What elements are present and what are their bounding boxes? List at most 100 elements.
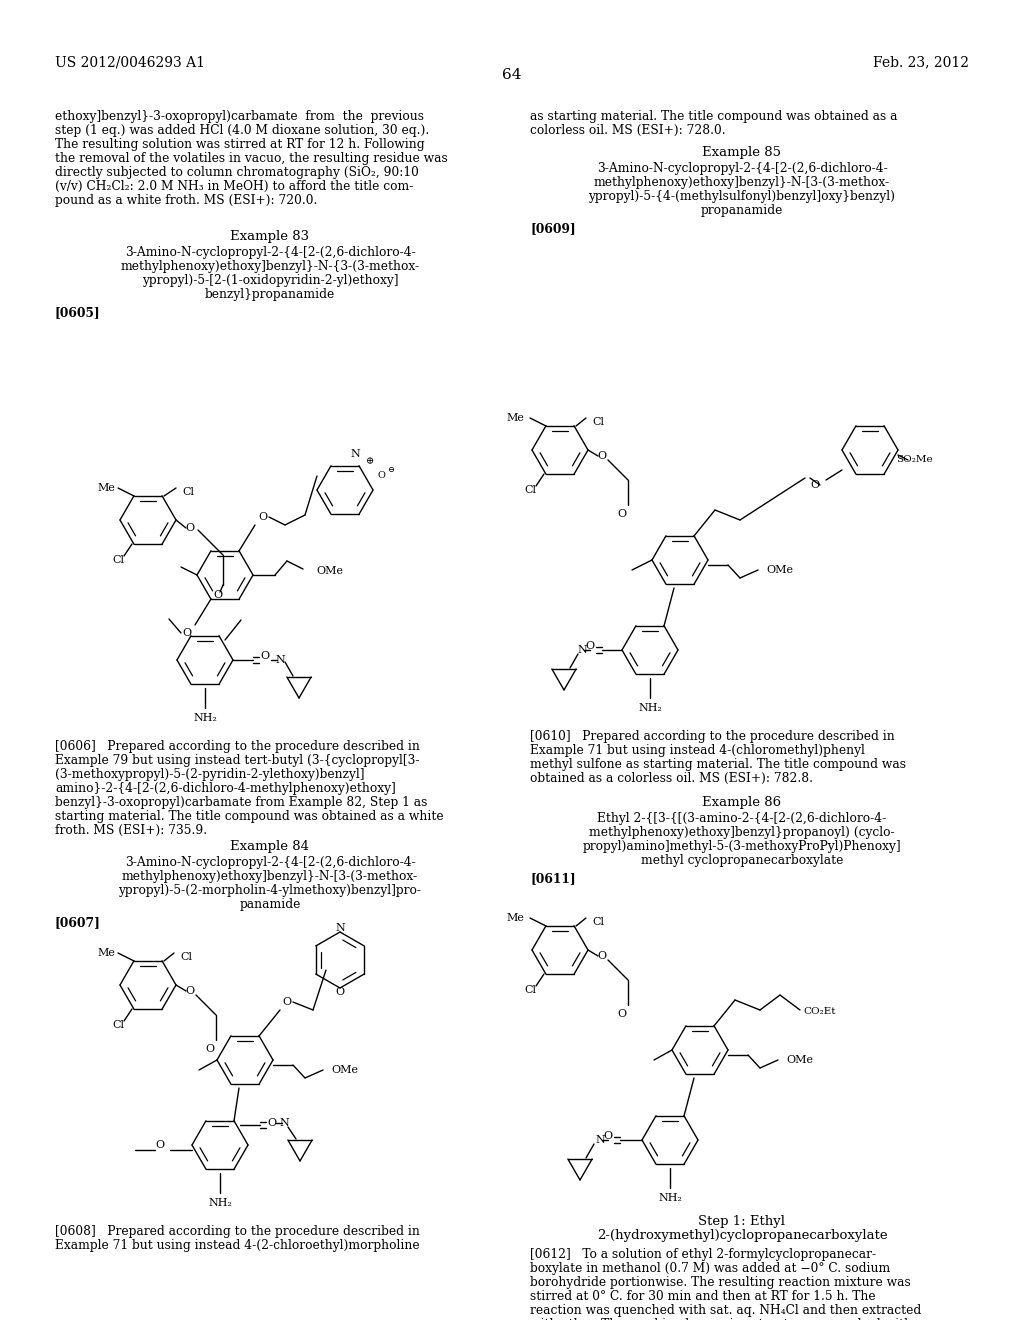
- Text: methyl sulfone as starting material. The title compound was: methyl sulfone as starting material. The…: [530, 758, 906, 771]
- Text: reaction was quenched with sat. aq. NH₄Cl and then extracted: reaction was quenched with sat. aq. NH₄C…: [530, 1304, 922, 1317]
- Text: Cl: Cl: [524, 985, 536, 995]
- Text: Example 71 but using instead 4-(chloromethyl)phenyl: Example 71 but using instead 4-(chlorome…: [530, 744, 865, 756]
- Text: N: N: [335, 923, 345, 933]
- Text: Me: Me: [97, 948, 115, 958]
- Text: O: O: [586, 642, 595, 651]
- Text: with ether. The combined organic extracts were washed with: with ether. The combined organic extract…: [530, 1317, 912, 1320]
- Text: ⊖: ⊖: [387, 466, 394, 474]
- Text: Example 83: Example 83: [230, 230, 309, 243]
- Text: froth. MS (ESI+): 735.9.: froth. MS (ESI+): 735.9.: [55, 824, 207, 837]
- Text: Step 1: Ethyl: Step 1: Ethyl: [698, 1214, 785, 1228]
- Text: propanamide: propanamide: [700, 205, 783, 216]
- Text: O: O: [206, 1044, 215, 1053]
- Text: Cl: Cl: [182, 487, 194, 498]
- Text: O: O: [377, 471, 385, 480]
- Text: US 2012/0046293 A1: US 2012/0046293 A1: [55, 55, 205, 69]
- Text: (3-methoxypropyl)-5-(2-pyridin-2-ylethoxy)benzyl]: (3-methoxypropyl)-5-(2-pyridin-2-ylethox…: [55, 768, 365, 781]
- Text: 64: 64: [502, 69, 522, 82]
- Text: CO₂Et: CO₂Et: [804, 1007, 837, 1016]
- Text: Ethyl 2-{[3-{[(3-amino-2-{4-[2-(2,6-dichloro-4-: Ethyl 2-{[3-{[(3-amino-2-{4-[2-(2,6-dich…: [597, 812, 887, 825]
- Text: the removal of the volatiles in vacuo, the resulting residue was: the removal of the volatiles in vacuo, t…: [55, 152, 447, 165]
- Text: [0612]   To a solution of ethyl 2-formylcyclopropanecar-: [0612] To a solution of ethyl 2-formylcy…: [530, 1247, 877, 1261]
- Text: directly subjected to column chromatography (SiO₂, 90:10: directly subjected to column chromatogra…: [55, 166, 419, 180]
- Text: [0611]: [0611]: [530, 873, 575, 884]
- Text: O: O: [603, 1131, 612, 1140]
- Text: Cl: Cl: [524, 484, 536, 495]
- Text: Example 86: Example 86: [702, 796, 781, 809]
- Text: NH₂: NH₂: [208, 1199, 232, 1208]
- Text: N: N: [275, 655, 285, 665]
- Text: 3-Amino-N-cyclopropyl-2-{4-[2-(2,6-dichloro-4-: 3-Amino-N-cyclopropyl-2-{4-[2-(2,6-dichl…: [597, 162, 888, 176]
- Text: 3-Amino-N-cyclopropyl-2-{4-[2-(2,6-dichloro-4-: 3-Amino-N-cyclopropyl-2-{4-[2-(2,6-dichl…: [125, 855, 416, 869]
- Text: O: O: [597, 451, 606, 461]
- Text: OMe: OMe: [767, 565, 794, 576]
- Text: [0605]: [0605]: [55, 306, 100, 319]
- Text: O: O: [185, 523, 195, 533]
- Text: propyl)amino]methyl-5-(3-methoxyProPyl)Phenoxy]: propyl)amino]methyl-5-(3-methoxyProPyl)P…: [583, 840, 901, 853]
- Text: OMe: OMe: [316, 566, 343, 576]
- Text: [0607]: [0607]: [55, 916, 101, 929]
- Text: step (1 eq.) was added HCl (4.0 M dioxane solution, 30 eq.).: step (1 eq.) was added HCl (4.0 M dioxan…: [55, 124, 429, 137]
- Text: O: O: [283, 997, 292, 1007]
- Text: Cl: Cl: [592, 417, 604, 426]
- Text: OMe: OMe: [332, 1065, 358, 1074]
- Text: O: O: [267, 1118, 276, 1129]
- Text: as starting material. The title compound was obtained as a: as starting material. The title compound…: [530, 110, 897, 123]
- Text: Cl: Cl: [180, 952, 193, 962]
- Text: 2-(hydroxymethyl)cyclopropanecarboxylate: 2-(hydroxymethyl)cyclopropanecarboxylate: [597, 1229, 888, 1242]
- Text: ypropyl)-5-(2-morpholin-4-ylmethoxy)benzyl]pro-: ypropyl)-5-(2-morpholin-4-ylmethoxy)benz…: [119, 884, 422, 898]
- Text: O: O: [156, 1140, 165, 1150]
- Text: pound as a white froth. MS (ESI+): 720.0.: pound as a white froth. MS (ESI+): 720.0…: [55, 194, 317, 207]
- Text: NH₂: NH₂: [194, 713, 217, 723]
- Text: borohydride portionwise. The resulting reaction mixture was: borohydride portionwise. The resulting r…: [530, 1276, 910, 1290]
- Text: methyl cyclopropanecarboxylate: methyl cyclopropanecarboxylate: [641, 854, 843, 867]
- Text: O: O: [185, 986, 195, 997]
- Text: [0610]   Prepared according to the procedure described in: [0610] Prepared according to the procedu…: [530, 730, 895, 743]
- Text: O: O: [336, 987, 344, 997]
- Text: methylphenoxy)ethoxy]benzyl}-N-[3-(3-methox-: methylphenoxy)ethoxy]benzyl}-N-[3-(3-met…: [594, 176, 890, 189]
- Text: O: O: [182, 628, 191, 638]
- Text: colorless oil. MS (ESI+): 728.0.: colorless oil. MS (ESI+): 728.0.: [530, 124, 726, 137]
- Text: ypropyl)-5-[2-(1-oxidopyridin-2-yl)ethoxy]: ypropyl)-5-[2-(1-oxidopyridin-2-yl)ethox…: [141, 275, 398, 286]
- Text: ethoxy]benzyl}-3-oxopropyl)carbamate  from  the  previous: ethoxy]benzyl}-3-oxopropyl)carbamate fro…: [55, 110, 424, 123]
- Text: methylphenoxy)ethoxy]benzyl}-N-{3-(3-methox-: methylphenoxy)ethoxy]benzyl}-N-{3-(3-met…: [121, 260, 420, 273]
- Text: benzyl}propanamide: benzyl}propanamide: [205, 288, 335, 301]
- Text: O: O: [810, 480, 819, 490]
- Text: N: N: [350, 449, 359, 459]
- Text: Cl: Cl: [592, 917, 604, 927]
- Text: Example 85: Example 85: [702, 147, 781, 158]
- Text: O: O: [617, 1008, 627, 1019]
- Text: [0606]   Prepared according to the procedure described in: [0606] Prepared according to the procedu…: [55, 741, 420, 752]
- Text: Example 84: Example 84: [230, 840, 309, 853]
- Text: starting material. The title compound was obtained as a white: starting material. The title compound wa…: [55, 810, 443, 822]
- Text: Me: Me: [506, 913, 524, 923]
- Text: stirred at 0° C. for 30 min and then at RT for 1.5 h. The: stirred at 0° C. for 30 min and then at …: [530, 1290, 876, 1303]
- Text: Cl: Cl: [112, 554, 124, 565]
- Text: NH₂: NH₂: [638, 704, 662, 713]
- Text: OMe: OMe: [786, 1055, 813, 1065]
- Text: O: O: [597, 950, 606, 961]
- Text: boxylate in methanol (0.7 M) was added at −0° C. sodium: boxylate in methanol (0.7 M) was added a…: [530, 1262, 890, 1275]
- Text: ⊕: ⊕: [366, 458, 374, 466]
- Text: N: N: [280, 1118, 289, 1129]
- Text: The resulting solution was stirred at RT for 12 h. Following: The resulting solution was stirred at RT…: [55, 139, 425, 150]
- Text: N: N: [578, 645, 587, 655]
- Text: N: N: [595, 1135, 605, 1144]
- Text: O: O: [260, 651, 269, 661]
- Text: Example 71 but using instead 4-(2-chloroethyl)morpholine: Example 71 but using instead 4-(2-chloro…: [55, 1239, 420, 1251]
- Text: Me: Me: [506, 413, 524, 422]
- Text: Feb. 23, 2012: Feb. 23, 2012: [873, 55, 969, 69]
- Text: [0609]: [0609]: [530, 222, 575, 235]
- Text: O: O: [213, 590, 222, 601]
- Text: O: O: [258, 512, 267, 521]
- Text: obtained as a colorless oil. MS (ESI+): 782.8.: obtained as a colorless oil. MS (ESI+): …: [530, 772, 813, 785]
- Text: O: O: [617, 510, 627, 519]
- Text: Cl: Cl: [112, 1020, 124, 1030]
- Text: Example 79 but using instead tert-butyl (3-{cyclopropyl[3-: Example 79 but using instead tert-butyl …: [55, 754, 420, 767]
- Text: benzyl}-3-oxopropyl)carbamate from Example 82, Step 1 as: benzyl}-3-oxopropyl)carbamate from Examp…: [55, 796, 427, 809]
- Text: methylphenoxy)ethoxy]benzyl}propanoyl) (cyclo-: methylphenoxy)ethoxy]benzyl}propanoyl) (…: [589, 826, 895, 840]
- Text: (v/v) CH₂Cl₂: 2.0 M NH₃ in MeOH) to afford the title com-: (v/v) CH₂Cl₂: 2.0 M NH₃ in MeOH) to affo…: [55, 180, 414, 193]
- Text: ypropyl)-5-{4-(methylsulfonyl)benzyl]oxy}benzyl): ypropyl)-5-{4-(methylsulfonyl)benzyl]oxy…: [589, 190, 896, 203]
- Text: 3-Amino-N-cyclopropyl-2-{4-[2-(2,6-dichloro-4-: 3-Amino-N-cyclopropyl-2-{4-[2-(2,6-dichl…: [125, 246, 416, 259]
- Text: NH₂: NH₂: [658, 1193, 682, 1203]
